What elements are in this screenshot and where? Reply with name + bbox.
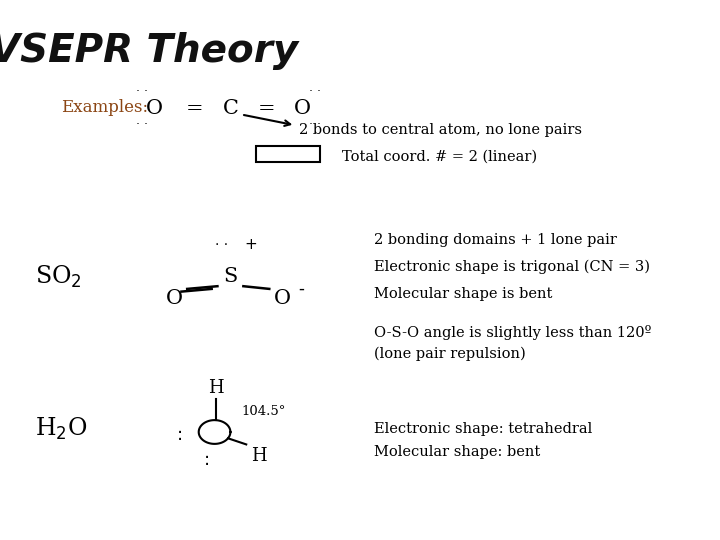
Text: H: H (208, 379, 224, 397)
Text: 104.5°: 104.5° (242, 405, 287, 418)
Text: O: O (294, 98, 311, 118)
Text: VSEPR Theory: VSEPR Theory (0, 32, 298, 70)
Text: 2 bonds to central atom, no lone pairs: 2 bonds to central atom, no lone pairs (299, 123, 582, 137)
Text: O: O (146, 98, 163, 118)
Text: 2 bonding domains + 1 lone pair: 2 bonding domains + 1 lone pair (374, 233, 617, 247)
Text: :: : (204, 451, 210, 469)
Text: C: C (222, 98, 238, 118)
Text: S: S (223, 267, 238, 286)
Text: =: = (186, 98, 203, 118)
Text: Electronic shape is trigonal (CN = 3): Electronic shape is trigonal (CN = 3) (374, 260, 650, 274)
Text: · ·: · · (310, 85, 321, 98)
Text: H: H (251, 447, 267, 465)
Text: -: - (299, 280, 305, 298)
Text: O: O (274, 289, 291, 308)
Text: O-S-O angle is slightly less than 120º: O-S-O angle is slightly less than 120º (374, 325, 652, 340)
Text: (lone pair repulsion): (lone pair repulsion) (374, 347, 526, 361)
Text: =: = (258, 98, 275, 118)
Text: · ·: · · (310, 118, 321, 131)
Text: Molecular shape: bent: Molecular shape: bent (374, 445, 541, 459)
Text: SO$_2$: SO$_2$ (35, 264, 81, 290)
Bar (256, 146, 320, 162)
Text: Molecular shape is bent: Molecular shape is bent (374, 287, 553, 301)
Text: Total coord. # = 2 (linear): Total coord. # = 2 (linear) (342, 150, 537, 164)
Text: :: : (177, 426, 183, 444)
Text: H$_2$O: H$_2$O (35, 416, 86, 442)
Text: · ·: · · (136, 118, 148, 131)
Text: +: + (244, 237, 257, 252)
Text: · ·: · · (215, 238, 228, 252)
Text: Electronic shape: tetrahedral: Electronic shape: tetrahedral (374, 422, 593, 436)
Text: Examples:: Examples: (61, 99, 148, 117)
Text: · ·: · · (136, 85, 148, 98)
Text: O: O (166, 289, 183, 308)
